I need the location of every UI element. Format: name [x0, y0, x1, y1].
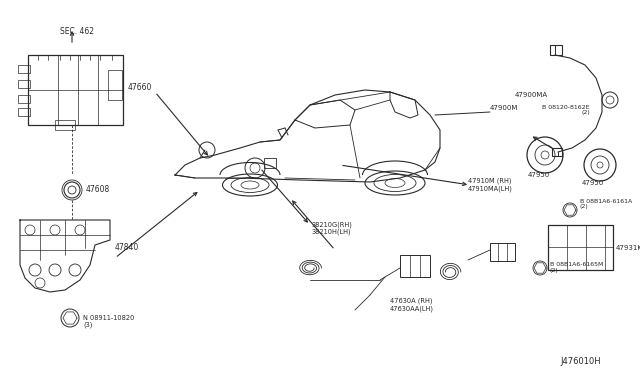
Bar — [18, 95, 30, 103]
Bar — [28, 55, 123, 125]
Text: SEC. 462: SEC. 462 — [60, 28, 94, 36]
Text: 47950: 47950 — [528, 172, 550, 178]
Text: B 08120-8162E
(2): B 08120-8162E (2) — [543, 105, 590, 115]
Text: N 08911-10820
(3): N 08911-10820 (3) — [83, 315, 134, 328]
Text: 47950: 47950 — [582, 180, 604, 186]
Bar — [18, 65, 30, 73]
Text: 38210G(RH)
38210H(LH): 38210G(RH) 38210H(LH) — [312, 221, 353, 235]
Bar — [552, 148, 562, 156]
Bar — [55, 120, 75, 130]
Bar — [490, 243, 515, 261]
Text: 47900MA: 47900MA — [515, 92, 548, 98]
Text: 47630A (RH)
47630AA(LH): 47630A (RH) 47630AA(LH) — [390, 298, 434, 312]
Bar — [550, 45, 562, 55]
Bar — [400, 255, 430, 277]
Text: 47931K: 47931K — [616, 245, 640, 251]
Text: B 08B1A6-6161A
(2): B 08B1A6-6161A (2) — [580, 199, 632, 209]
Text: 47900M: 47900M — [490, 105, 518, 111]
Bar — [18, 108, 30, 116]
Bar — [108, 70, 122, 100]
Text: 47660: 47660 — [128, 83, 152, 93]
Bar — [264, 158, 276, 168]
Bar — [548, 225, 613, 270]
Text: B 08B1A6-6165M
(2): B 08B1A6-6165M (2) — [550, 262, 604, 273]
Text: 47608: 47608 — [86, 186, 110, 195]
Text: 47840: 47840 — [115, 244, 140, 253]
Bar — [18, 80, 30, 88]
Text: 47910M (RH)
47910MA(LH): 47910M (RH) 47910MA(LH) — [468, 178, 513, 192]
Text: J476010H: J476010H — [560, 357, 600, 366]
